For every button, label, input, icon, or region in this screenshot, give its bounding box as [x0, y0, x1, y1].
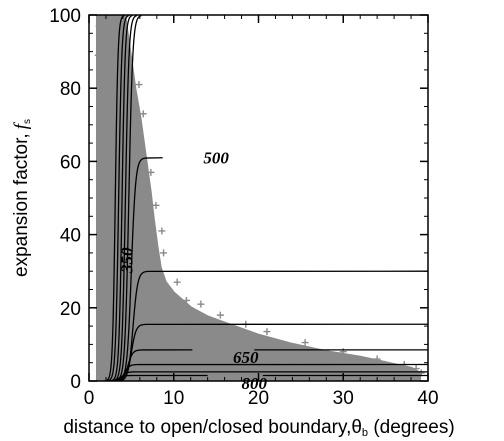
y-tick-label: 80 [60, 79, 81, 100]
plot-area [94, 15, 428, 381]
contour-label: 500 [203, 149, 229, 168]
x-tick-label: 30 [333, 388, 354, 409]
scatter-point [173, 278, 181, 286]
x-axis-label: distance to open/closed boundary,θb (deg… [63, 417, 454, 439]
contour-label: 350 [117, 247, 136, 274]
scatter-point [94, 51, 102, 59]
y-tick-label: 60 [60, 152, 81, 173]
scatter-point [373, 355, 381, 363]
y-tick-label: 100 [49, 6, 81, 27]
y-tick-label: 40 [60, 226, 81, 247]
scatter-point [147, 168, 155, 176]
scatter-point [263, 328, 271, 336]
x-axis-label-subscript: b [362, 427, 368, 439]
y-axis-label: expansion factor,fs [11, 119, 33, 277]
contour-line [106, 15, 125, 381]
scatter-point [412, 365, 420, 373]
scatter-cloud [95, 15, 422, 381]
scatter-point [216, 311, 224, 319]
scatter-point [135, 81, 143, 89]
scatter-point [160, 249, 168, 257]
x-tick-label: 20 [248, 388, 269, 409]
y-axis-label-subscript: s [22, 119, 33, 124]
contour-line [115, 15, 142, 381]
y-axis-label-symbol: f [11, 121, 32, 129]
scatter-point [182, 296, 190, 304]
scatter-point [158, 227, 166, 235]
x-tick-label: 40 [417, 388, 438, 409]
y-tick-label: 20 [60, 299, 81, 320]
scatter-point [197, 300, 205, 308]
contour-label: 650 [233, 348, 259, 367]
contour-line [111, 15, 133, 381]
scatter-point [100, 62, 108, 70]
axis-ticks: 0 10 20 30 40 0 20 40 60 80 100 [49, 6, 438, 409]
scatter-point [97, 95, 105, 103]
scatter-point [99, 33, 107, 41]
x-tick-label: 10 [163, 388, 184, 409]
scatter-point [152, 201, 160, 209]
scatter-point [95, 22, 103, 30]
scatter-point [103, 77, 111, 85]
scatter-point [139, 110, 147, 118]
contour-line [113, 15, 138, 381]
scatter-points [94, 15, 425, 381]
x-tick-label: 0 [84, 388, 95, 409]
y-tick-label: 0 [70, 372, 81, 393]
x-axis-label-unit: (degrees) [368, 417, 455, 438]
scatter-point [104, 113, 112, 121]
scatter-point [301, 339, 309, 347]
contour-label: 800 [242, 374, 268, 393]
contour-labels: 500 350 650 800 [117, 149, 267, 393]
contour-line [108, 15, 130, 381]
